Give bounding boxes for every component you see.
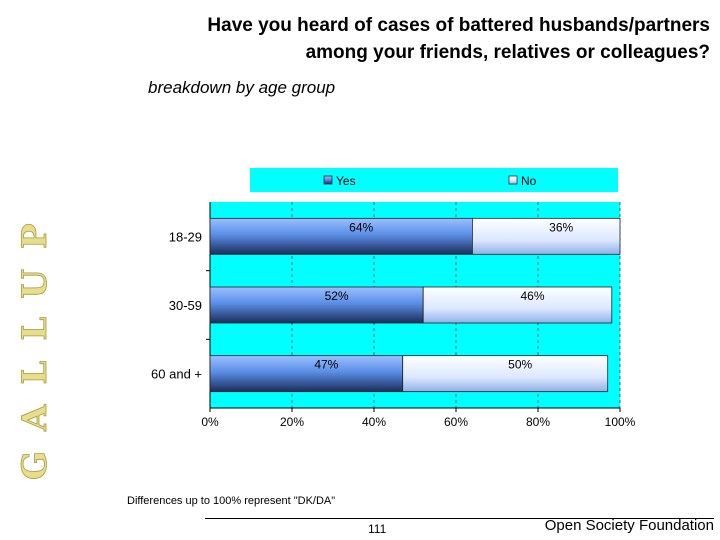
bar-no: [422, 286, 613, 324]
data-label-no: 50%: [508, 358, 532, 372]
data-label-no: 36%: [549, 220, 573, 234]
x-tick-label: 100%: [605, 415, 636, 429]
x-tick-label: 40%: [362, 415, 386, 429]
footer-rule: [205, 518, 714, 519]
legend-swatch-yes: [323, 175, 333, 185]
bar-yes: [209, 355, 404, 393]
stacked-bar-chart: Yes No 0% 20% 40% 60% 80% 100% 18-29 64% 36% 30-59 5…: [151, 168, 636, 429]
category-label: 60 and +: [151, 367, 202, 382]
title-line-1: Have you heard of cases of battered husb…: [207, 15, 710, 36]
data-label-yes: 47%: [314, 358, 338, 372]
category-label: 18-29: [169, 229, 202, 244]
page-subtitle: breakdown by age group: [148, 78, 336, 97]
gallup-logo: GALLUP: [15, 203, 56, 480]
data-label-no: 46%: [520, 289, 544, 303]
footnote: Differences up to 100% represent "DK/DA": [127, 495, 336, 507]
organization-name: Open Society Foundation: [544, 517, 714, 534]
legend-label-yes: Yes: [336, 174, 356, 188]
gallup-wordmark: GALLUP: [15, 203, 55, 480]
data-label-yes: 64%: [349, 220, 373, 234]
x-tick-label: 80%: [526, 415, 550, 429]
bar-yes: [209, 217, 473, 255]
legend-swatch-no: [508, 175, 518, 185]
x-tick-label: 20%: [280, 415, 304, 429]
data-label-yes: 52%: [325, 289, 349, 303]
bar-no: [471, 217, 621, 255]
page-number: 111: [368, 522, 387, 536]
title-line-2: among your friends, relatives or colleag…: [305, 42, 710, 63]
page-title: Have you heard of cases of battered husb…: [110, 12, 710, 66]
category-label: 30-59: [169, 298, 202, 313]
bar-yes: [209, 286, 424, 324]
x-tick-label: 0%: [201, 415, 219, 429]
x-tick-label: 60%: [444, 415, 468, 429]
bar-no: [402, 355, 609, 393]
legend-label-no: No: [521, 174, 537, 188]
legend-box: [250, 168, 618, 192]
